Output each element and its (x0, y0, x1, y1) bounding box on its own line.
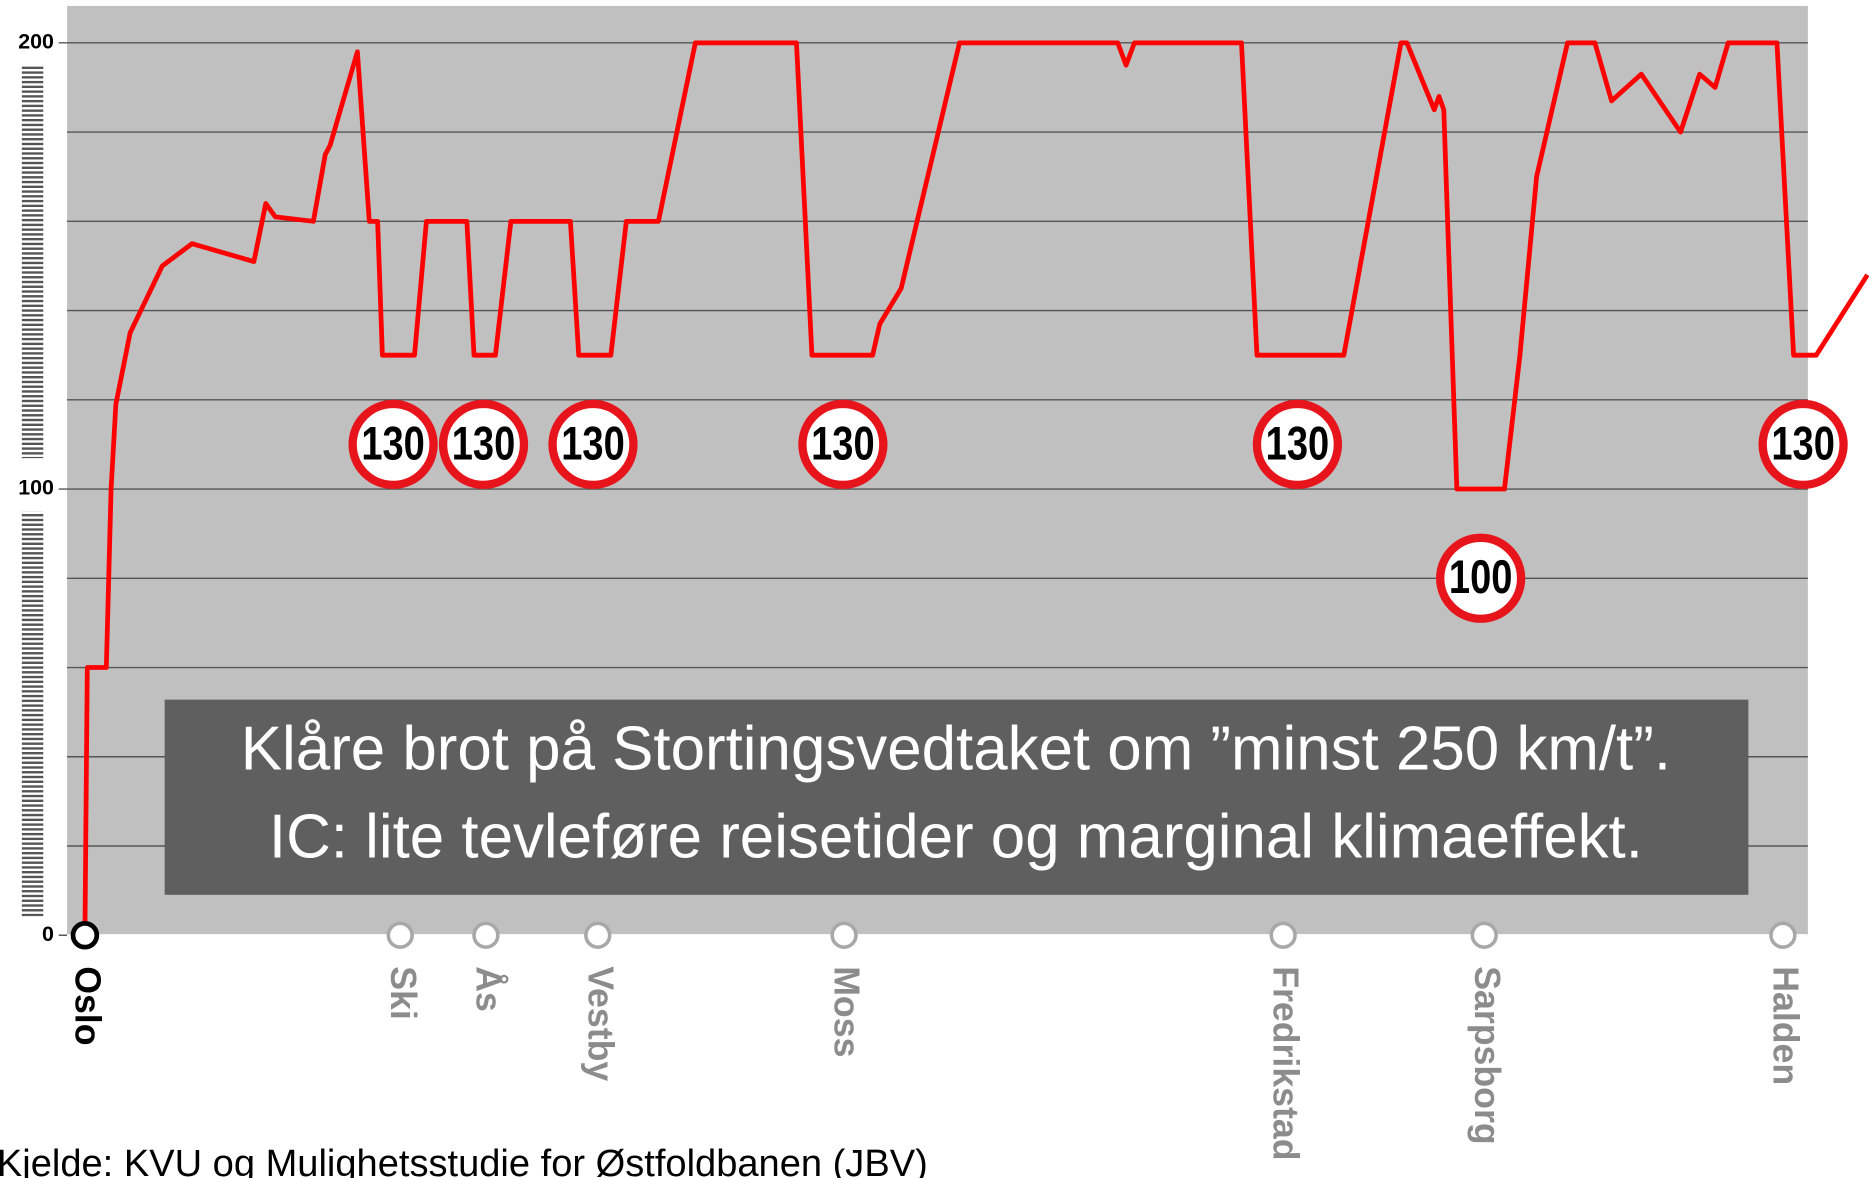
station-marker (1269, 921, 1297, 949)
station-marker (70, 920, 100, 950)
speed-sign-label: 130 (361, 417, 424, 470)
source: Kjelde: KVU og Mulighetsstudie for Østfo… (0, 1143, 928, 1178)
y-tick-label: 200 (18, 29, 54, 53)
speed-sign-label: 100 (1449, 551, 1512, 604)
speed-sign (438, 399, 529, 490)
speed-sign (348, 399, 438, 490)
annotation: Klåre brot på Stortingsvedtaket om ”mins… (241, 715, 1671, 784)
speed-sign-label: 130 (452, 417, 515, 470)
station-label: Halden (1765, 966, 1805, 1085)
speed-sign-label: 130 (1771, 417, 1834, 470)
speed-sign-label: 130 (561, 417, 624, 470)
axis-decoration (21, 65, 44, 459)
station-label: Moss (827, 966, 867, 1057)
station-marker (472, 921, 500, 949)
speed-sign (1758, 399, 1848, 490)
annotation-box (164, 699, 1749, 895)
station-label: Oslo (67, 966, 107, 1045)
speed-line (82, 40, 1869, 936)
station-marker (1769, 921, 1797, 949)
speed-sign (1436, 533, 1526, 623)
annotation: IC: lite tevleføre reisetider og margina… (269, 803, 1643, 872)
speed-sign-label: 130 (1266, 417, 1329, 470)
station-marker (386, 921, 414, 949)
y-tick-label: 0 (42, 922, 54, 946)
speed-sign (798, 399, 888, 490)
station-marker (830, 921, 858, 949)
station-label: Ås (468, 966, 508, 1012)
station-label: Sarpsborg (1467, 966, 1507, 1144)
station-label: Vestby (580, 966, 620, 1081)
station-label: Ski (383, 966, 423, 1020)
station-marker (584, 921, 612, 949)
station-marker (1470, 921, 1498, 949)
speed-sign (1252, 399, 1343, 490)
axis-decoration (21, 511, 44, 917)
station-label: Fredrikstad (1266, 966, 1306, 1160)
y-tick-label: 100 (18, 476, 54, 500)
speed-sign-label: 130 (811, 417, 874, 470)
speed-sign (548, 399, 638, 490)
